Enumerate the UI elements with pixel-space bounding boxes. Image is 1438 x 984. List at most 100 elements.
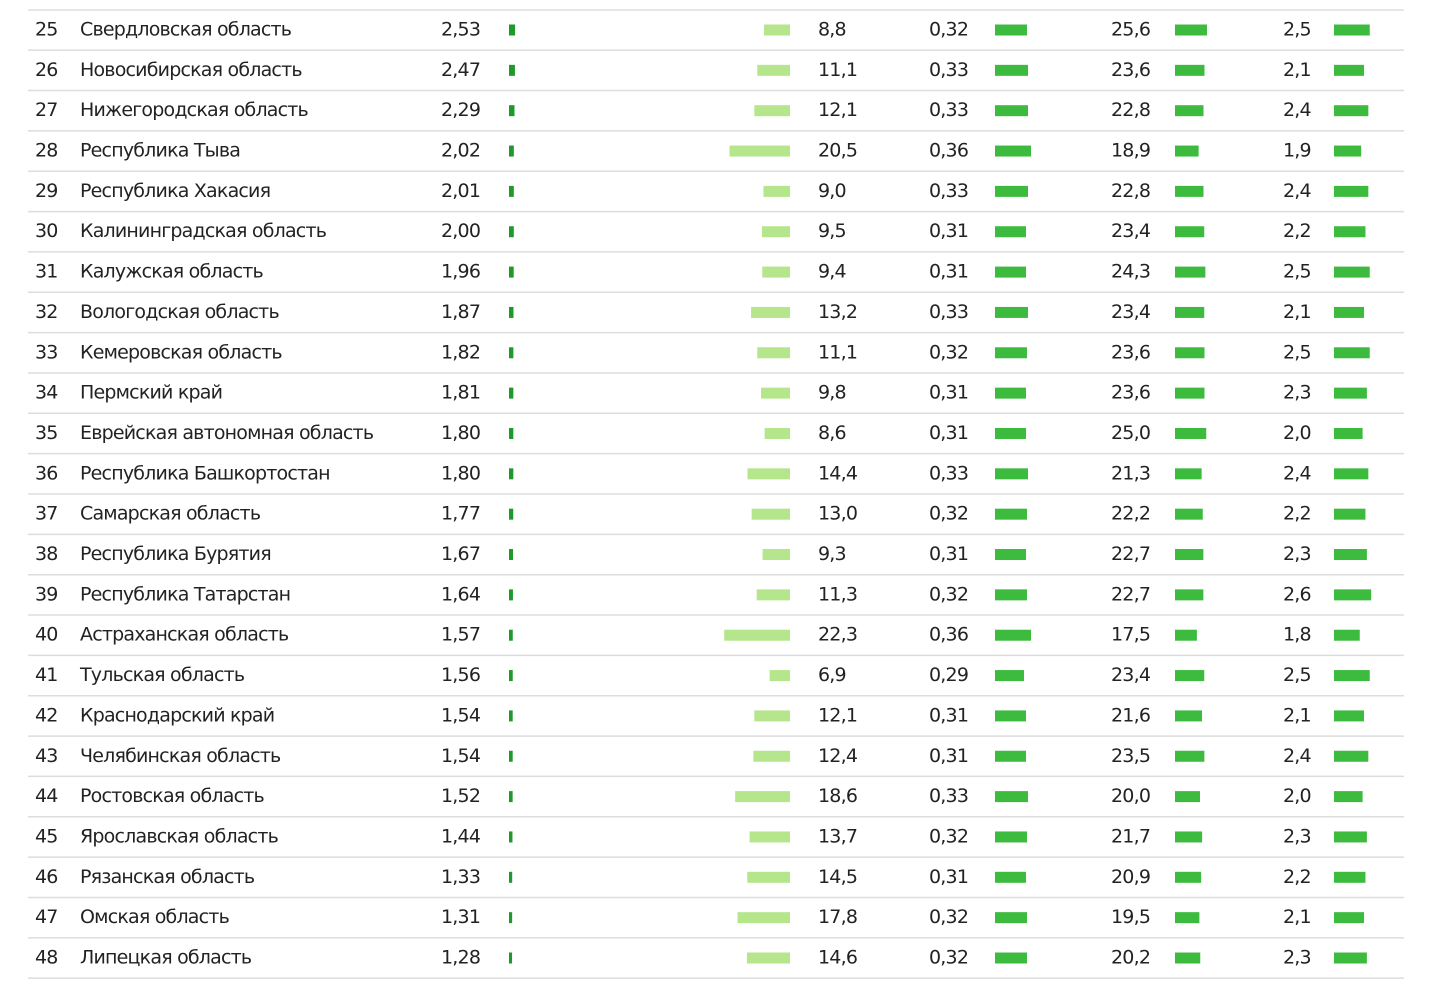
cell-value: 2,1 (1283, 59, 1311, 81)
value-bar (509, 266, 514, 278)
cell-value: 1,54 (441, 745, 481, 767)
value-bar (1175, 468, 1202, 480)
cell-value: 1,9 (1283, 140, 1311, 162)
value-bar (995, 185, 1028, 197)
value-bar (509, 185, 514, 197)
cell-value: 0,31 (929, 382, 968, 404)
value-bar (995, 468, 1028, 480)
value-bar (1334, 387, 1367, 399)
rank: 40 (35, 624, 58, 646)
cell-value: 23,5 (1111, 745, 1150, 767)
value-bar (995, 427, 1026, 439)
cell-value: 22,8 (1111, 180, 1150, 202)
value-bar (1334, 549, 1367, 561)
value-bar (995, 549, 1026, 561)
region-name: Республика Татарстан (80, 583, 290, 605)
value-bar (995, 306, 1028, 318)
value-bar (509, 629, 513, 641)
value-bar (1175, 427, 1207, 439)
value-bar (509, 64, 515, 76)
cell-value: 2,4 (1283, 99, 1312, 121)
value-bar (1175, 347, 1205, 359)
cell-value: 2,5 (1283, 261, 1311, 283)
rank: 31 (35, 261, 58, 283)
value-bar (1334, 185, 1369, 197)
value-bar (751, 508, 790, 520)
rank: 35 (35, 422, 58, 444)
value-bar (1334, 145, 1362, 157)
value-bar (509, 347, 514, 359)
region-name: Республика Хакасия (80, 180, 270, 202)
cell-value: 2,1 (1283, 704, 1311, 726)
cell-value: 17,5 (1111, 624, 1150, 646)
rank: 32 (35, 301, 58, 323)
value-bar (747, 468, 790, 480)
region-name: Нижегородская область (80, 99, 309, 121)
rank: 39 (35, 583, 58, 605)
cell-value: 1,54 (441, 704, 481, 726)
cell-value: 12,4 (818, 745, 858, 767)
cell-value: 9,4 (818, 261, 847, 283)
value-bar (509, 105, 515, 117)
cell-value: 25,0 (1111, 422, 1150, 444)
value-bar (995, 105, 1028, 117)
cell-value: 0,32 (929, 503, 968, 525)
value-bar (509, 871, 513, 883)
value-bar (509, 226, 514, 238)
cell-value: 22,8 (1111, 99, 1150, 121)
rank: 46 (35, 866, 58, 888)
value-bar (1334, 226, 1366, 238)
value-bar (995, 831, 1027, 843)
value-bar (1334, 508, 1366, 520)
cell-value: 18,9 (1111, 140, 1150, 162)
value-bar (1175, 912, 1200, 924)
region-name: Республика Башкортостан (80, 462, 330, 484)
value-bar (509, 589, 513, 601)
cell-value: 22,7 (1111, 583, 1150, 605)
value-bar (995, 226, 1026, 238)
cell-value: 2,1 (1283, 301, 1311, 323)
cell-value: 11,3 (818, 583, 857, 605)
value-bar (754, 710, 790, 722)
value-bar (751, 306, 790, 318)
cell-value: 23,4 (1111, 301, 1151, 323)
cell-value: 23,6 (1111, 341, 1150, 363)
cell-value: 1,87 (441, 301, 480, 323)
value-bar (1175, 145, 1199, 157)
value-bar (1334, 105, 1369, 117)
value-bar (1334, 710, 1365, 722)
cell-value: 1,8 (1283, 624, 1311, 646)
value-bar (1175, 710, 1202, 722)
value-bar (1334, 831, 1367, 843)
cell-value: 1,44 (441, 825, 481, 847)
value-bar (509, 549, 514, 561)
value-bar (1334, 791, 1363, 803)
value-bar (762, 266, 790, 278)
cell-value: 0,31 (929, 543, 968, 565)
rank: 33 (35, 341, 58, 363)
region-name: Республика Бурятия (80, 543, 271, 565)
value-bar (1334, 670, 1370, 682)
cell-value: 0,31 (929, 220, 968, 242)
cell-value: 1,56 (441, 664, 480, 686)
cell-value: 9,3 (818, 543, 846, 565)
cell-value: 23,4 (1111, 220, 1151, 242)
cell-value: 1,31 (441, 906, 480, 928)
value-bar (995, 871, 1026, 883)
cell-value: 0,32 (929, 825, 968, 847)
cell-value: 0,32 (929, 19, 968, 41)
cell-value: 0,32 (929, 947, 968, 969)
value-bar (746, 952, 790, 964)
cell-value: 14,5 (818, 866, 857, 888)
rank: 47 (35, 906, 58, 928)
cell-value: 2,4 (1283, 462, 1312, 484)
region-name: Омская область (80, 906, 230, 928)
cell-value: 2,1 (1283, 906, 1311, 928)
value-bar (995, 629, 1031, 641)
cell-value: 9,0 (818, 180, 846, 202)
value-bar (757, 347, 790, 359)
cell-value: 2,4 (1283, 745, 1312, 767)
value-bar (1334, 306, 1365, 318)
cell-value: 2,3 (1283, 947, 1311, 969)
cell-value: 0,32 (929, 906, 968, 928)
